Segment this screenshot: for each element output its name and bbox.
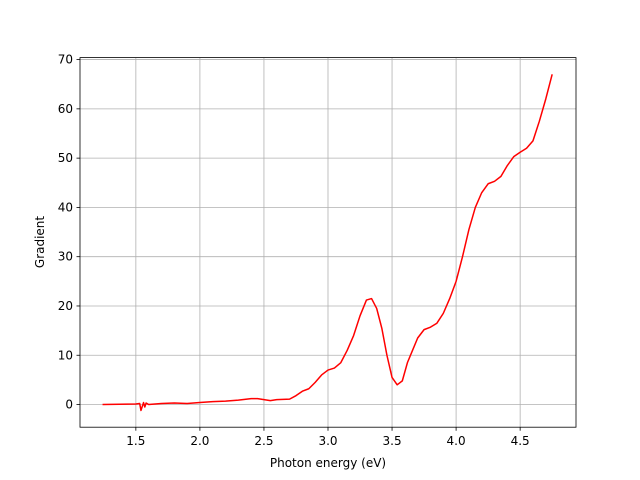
x-tick-label: 3.0 xyxy=(318,434,337,448)
y-tick-label: 70 xyxy=(58,53,73,67)
y-axis-label: Gradient xyxy=(33,216,47,269)
y-tick-label: 20 xyxy=(58,299,73,313)
y-tick-label: 50 xyxy=(58,151,73,165)
x-tick-label: 4.5 xyxy=(511,434,530,448)
x-tick-label: 2.0 xyxy=(190,434,209,448)
y-tick-label: 10 xyxy=(58,348,73,362)
x-tick-label: 1.5 xyxy=(126,434,145,448)
x-tick-label: 2.5 xyxy=(254,434,273,448)
x-axis-label: Photon energy (eV) xyxy=(270,456,386,470)
y-tick-label: 60 xyxy=(58,102,73,116)
x-tick-label: 3.5 xyxy=(383,434,402,448)
data-line xyxy=(102,74,553,412)
y-tick-label: 40 xyxy=(58,200,73,214)
y-tick-label: 30 xyxy=(58,250,73,264)
plot-frame xyxy=(79,57,577,428)
y-tick-label: 0 xyxy=(65,398,73,412)
x-tick-label: 4.0 xyxy=(447,434,466,448)
